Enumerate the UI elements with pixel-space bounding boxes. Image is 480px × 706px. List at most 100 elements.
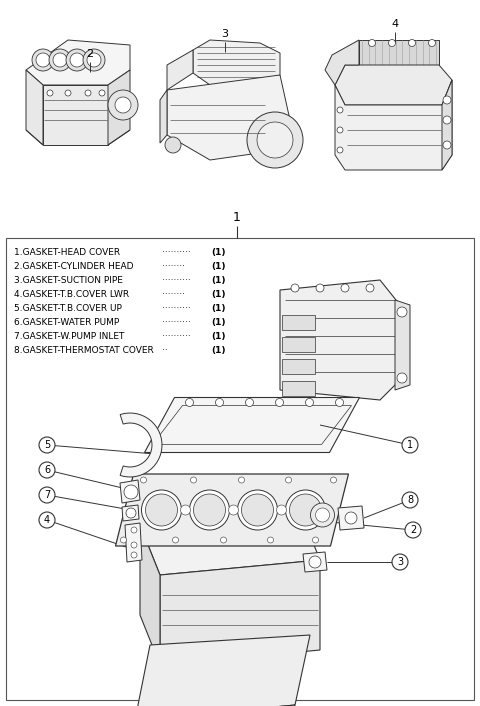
Polygon shape (359, 40, 439, 65)
Circle shape (443, 141, 451, 149)
Circle shape (341, 284, 349, 292)
Text: 2: 2 (410, 525, 416, 535)
Polygon shape (26, 40, 130, 85)
Circle shape (87, 53, 101, 67)
Circle shape (309, 556, 321, 568)
Circle shape (316, 284, 324, 292)
Circle shape (241, 494, 274, 526)
Text: (1): (1) (211, 276, 226, 285)
Polygon shape (160, 90, 167, 143)
Polygon shape (26, 70, 43, 145)
Circle shape (39, 462, 55, 478)
Polygon shape (125, 523, 142, 562)
Circle shape (39, 437, 55, 453)
Circle shape (267, 537, 274, 543)
Circle shape (180, 505, 191, 515)
Circle shape (220, 537, 227, 543)
Text: 4.GASKET-T.B.COVER LWR: 4.GASKET-T.B.COVER LWR (14, 290, 129, 299)
Polygon shape (167, 50, 193, 90)
Circle shape (276, 398, 284, 407)
Polygon shape (338, 506, 364, 530)
Circle shape (397, 373, 407, 383)
Circle shape (336, 398, 344, 407)
Circle shape (83, 49, 105, 71)
Circle shape (276, 505, 287, 515)
Polygon shape (325, 40, 359, 85)
Circle shape (291, 284, 299, 292)
Polygon shape (303, 552, 327, 572)
Bar (6, 238, 474, 700)
Circle shape (337, 147, 343, 153)
Text: 3: 3 (221, 29, 228, 39)
Polygon shape (282, 337, 315, 352)
Text: (1): (1) (211, 262, 226, 271)
Circle shape (312, 537, 319, 543)
Text: ··········: ·········· (162, 304, 191, 313)
Polygon shape (282, 359, 315, 374)
Circle shape (239, 477, 244, 483)
Circle shape (388, 40, 396, 47)
Circle shape (429, 40, 435, 47)
Circle shape (36, 53, 50, 67)
Circle shape (124, 485, 138, 499)
Text: (1): (1) (211, 318, 226, 327)
Polygon shape (140, 510, 320, 575)
Text: 5: 5 (44, 440, 50, 450)
Circle shape (32, 49, 54, 71)
Circle shape (228, 505, 239, 515)
Text: 5.GASKET-T.B.COVER UP: 5.GASKET-T.B.COVER UP (14, 304, 122, 313)
Circle shape (126, 508, 136, 518)
Circle shape (39, 512, 55, 528)
Circle shape (443, 116, 451, 124)
Circle shape (311, 503, 335, 527)
Text: 1: 1 (233, 211, 241, 224)
Circle shape (216, 398, 224, 407)
Text: (1): (1) (211, 304, 226, 313)
Text: 1: 1 (407, 440, 413, 450)
Text: 6.GASKET-WATER PUMP: 6.GASKET-WATER PUMP (14, 318, 119, 327)
Circle shape (120, 537, 127, 543)
Polygon shape (43, 85, 108, 145)
Circle shape (397, 307, 407, 317)
Circle shape (247, 112, 303, 168)
Polygon shape (167, 75, 290, 160)
Circle shape (85, 90, 91, 96)
Text: 4: 4 (44, 515, 50, 525)
Text: (1): (1) (211, 332, 226, 341)
Circle shape (289, 494, 322, 526)
Circle shape (345, 512, 357, 524)
Circle shape (172, 537, 179, 543)
Circle shape (145, 494, 178, 526)
Circle shape (305, 398, 313, 407)
Polygon shape (280, 280, 400, 400)
Circle shape (366, 284, 374, 292)
Text: 6: 6 (44, 465, 50, 475)
Circle shape (131, 552, 137, 558)
Text: (1): (1) (211, 346, 226, 355)
Circle shape (115, 97, 131, 113)
Polygon shape (135, 635, 310, 706)
Polygon shape (335, 80, 452, 170)
Polygon shape (116, 474, 348, 546)
Circle shape (47, 90, 53, 96)
Text: ··········: ·········· (162, 332, 191, 341)
Text: 3: 3 (397, 557, 403, 567)
Circle shape (286, 490, 325, 530)
Circle shape (191, 477, 196, 483)
Circle shape (131, 527, 137, 533)
Text: 3.GASKET-SUCTION PIPE: 3.GASKET-SUCTION PIPE (14, 276, 123, 285)
Text: 2: 2 (86, 49, 94, 59)
Text: 2.GASKET-CYLINDER HEAD: 2.GASKET-CYLINDER HEAD (14, 262, 133, 271)
Text: (1): (1) (211, 248, 226, 257)
Circle shape (70, 53, 84, 67)
Polygon shape (108, 70, 130, 145)
Circle shape (65, 90, 71, 96)
Polygon shape (120, 413, 162, 477)
Circle shape (337, 107, 343, 113)
Circle shape (193, 494, 226, 526)
Circle shape (53, 53, 67, 67)
Text: ··········: ·········· (162, 318, 191, 327)
Circle shape (286, 477, 291, 483)
Circle shape (131, 542, 137, 548)
Circle shape (402, 437, 418, 453)
